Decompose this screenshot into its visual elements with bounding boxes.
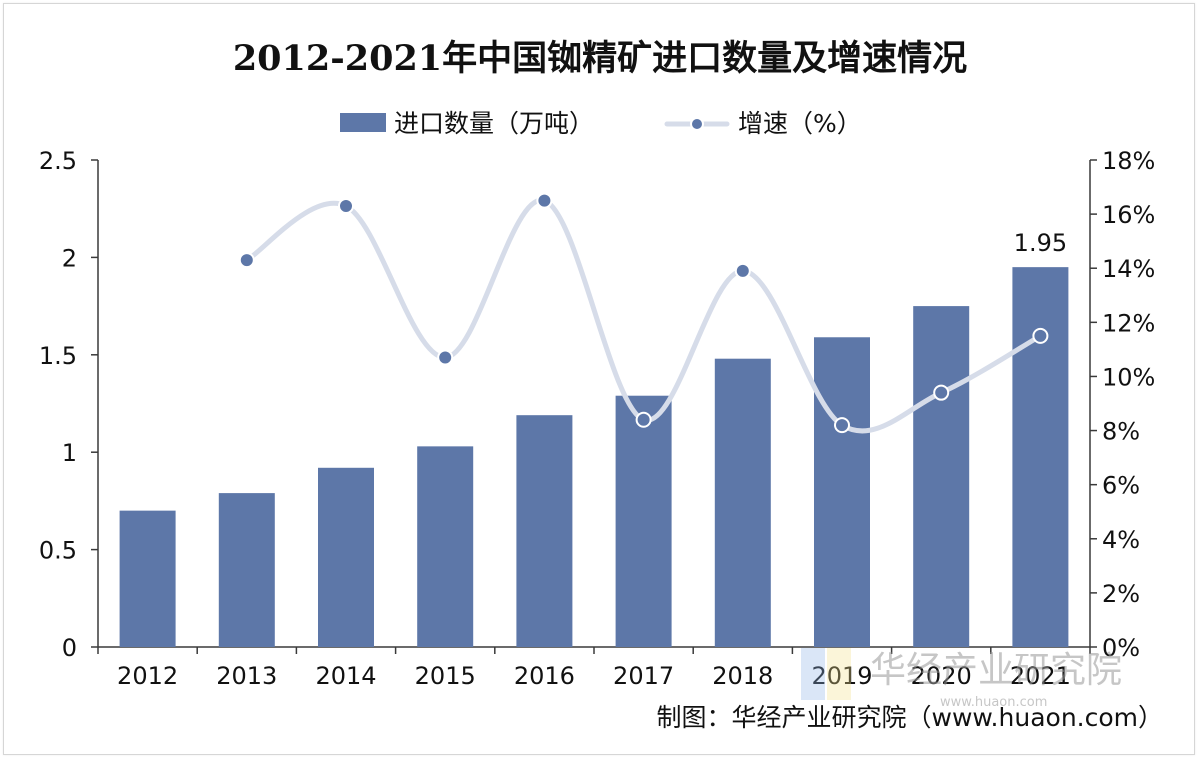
bar: [1012, 267, 1069, 647]
legend: 进口数量（万吨） 增速（%）: [340, 109, 862, 138]
y-left-tick-label: 2.5: [39, 147, 77, 175]
legend-line-marker: [690, 117, 704, 131]
bar: [218, 493, 275, 647]
x-tick-label: 2012: [117, 662, 178, 690]
bar: [913, 306, 970, 647]
y-right-tick-label: 0%: [1102, 634, 1140, 662]
legend-line-label: 增速（%）: [738, 109, 862, 138]
y-left-tick-label: 0.5: [39, 537, 77, 565]
growth-point: [1032, 327, 1049, 344]
growth-line: [244, 198, 1043, 434]
x-tick-label: 2015: [415, 662, 476, 690]
x-tick-label: 2020: [911, 662, 972, 690]
data-label: 1.95: [1014, 229, 1067, 257]
x-tick-label: 2013: [216, 662, 277, 690]
growth-point: [834, 417, 850, 434]
growth-point: [536, 192, 553, 209]
y-right-tick-label: 12%: [1102, 309, 1155, 337]
y-right-tick-label: 6%: [1102, 472, 1140, 500]
x-tick-label: 2017: [613, 662, 674, 690]
y-right-tick-label: 10%: [1102, 363, 1155, 391]
growth-point: [933, 384, 950, 401]
growth-point: [238, 252, 255, 269]
watermark-logo-yellow: [827, 648, 851, 700]
y-left-tick-label: 2: [62, 244, 77, 272]
legend-bar-swatch: [340, 113, 386, 132]
y-left-tick-label: 1: [62, 439, 77, 467]
chart-frame: [3, 3, 1195, 755]
y-right-tick-label: 18%: [1102, 147, 1155, 175]
chart-title: 2012-2021年中国铷精矿进口数量及增速情况: [233, 38, 967, 79]
data-labels: 1.95: [1014, 229, 1067, 257]
watermark-text: 华经产业研究院: [870, 650, 1122, 691]
y-right-tick-label: 14%: [1102, 255, 1155, 283]
x-tick-label: 2016: [514, 662, 575, 690]
watermark-subtext: www.huaon.com: [940, 695, 1047, 710]
growth-point: [635, 411, 652, 428]
bar: [714, 358, 771, 647]
growth-point: [734, 262, 751, 279]
x-tick-label: 2021: [1010, 662, 1071, 690]
legend-bar-label: 进口数量（万吨）: [394, 109, 594, 138]
bar: [119, 510, 176, 647]
growth-point: [338, 197, 354, 214]
y-right-tick-label: 16%: [1102, 201, 1155, 229]
line-series: [238, 192, 1049, 434]
bar: [516, 415, 573, 647]
watermark: 华经产业研究院 www.huaon.com: [801, 648, 1122, 710]
source-note: 制图：华经产业研究院（www.huaon.com）: [657, 703, 1163, 732]
watermark-logo-blue: [801, 648, 825, 700]
y-right-tick-label: 8%: [1102, 418, 1140, 446]
x-tick-label: 2014: [315, 662, 376, 690]
bar-series: [119, 267, 1069, 647]
growth-point: [437, 349, 454, 366]
bar: [417, 446, 474, 647]
bar: [318, 467, 374, 647]
y-left-tick-label: 1.5: [39, 342, 77, 370]
y-left-tick-label: 0: [62, 634, 77, 662]
y-right-tick-label: 2%: [1102, 580, 1140, 608]
bar: [814, 337, 870, 647]
axes: 0 0.5 1 1.5 2 2.5 0% 2% 4% 6% 8% 10% 12% 14% 16% 18% 201…: [39, 147, 1156, 690]
x-tick-label: 2018: [712, 662, 773, 690]
bar: [615, 395, 672, 647]
y-right-tick-label: 4%: [1102, 526, 1140, 554]
x-tick-label: 2019: [811, 662, 872, 690]
